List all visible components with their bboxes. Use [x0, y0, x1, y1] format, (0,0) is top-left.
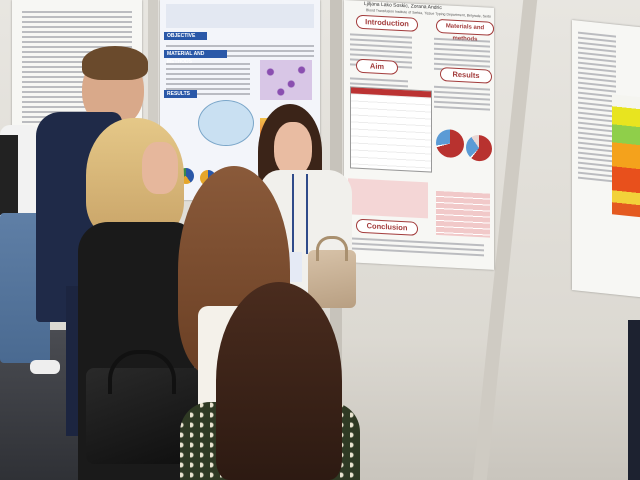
table-header-bar	[351, 87, 431, 98]
poster-title-box	[166, 4, 314, 28]
materials-header: MATERIAL AND METHODS	[164, 50, 227, 65]
person-far-left	[0, 95, 60, 395]
conclusion-text	[350, 234, 484, 259]
hair	[216, 282, 342, 480]
poster-text-block	[166, 42, 314, 60]
conclusion-header: Conclusion	[356, 218, 418, 236]
bag-handle	[108, 350, 176, 394]
poster-text-block	[578, 29, 616, 186]
results-header: Results	[440, 67, 492, 84]
stacked-bar-chart	[612, 94, 640, 218]
introduction-header: Introduction	[356, 14, 418, 32]
person-right-edge	[628, 320, 640, 480]
objective-header: OBJECTIVE	[164, 32, 207, 40]
lanyard	[292, 174, 308, 254]
face	[142, 142, 178, 194]
sneakers	[30, 360, 60, 374]
pie-chart-1	[436, 128, 464, 159]
foreground-woman	[180, 282, 360, 480]
vest	[0, 135, 18, 215]
face	[274, 122, 312, 176]
highlighted-table	[436, 190, 490, 238]
results-text	[434, 83, 490, 114]
oval-diagram	[198, 100, 254, 146]
results-header: RESULTS	[164, 90, 197, 98]
pie-chart-2	[466, 134, 492, 162]
poster-main: Ljiljana Lako Soskic, Zorana Andric Bloo…	[344, 0, 494, 270]
materials-methods-header: Materials and methods	[436, 18, 494, 43]
poster-text-block	[166, 60, 250, 98]
name-badge	[288, 252, 302, 282]
hair	[82, 46, 148, 80]
haplotype-table	[350, 86, 432, 173]
cell-image	[260, 60, 312, 100]
aim-header: Aim	[356, 58, 398, 75]
beige-handbag	[308, 236, 356, 308]
bag-handle	[316, 236, 348, 261]
poster-right	[572, 20, 640, 298]
